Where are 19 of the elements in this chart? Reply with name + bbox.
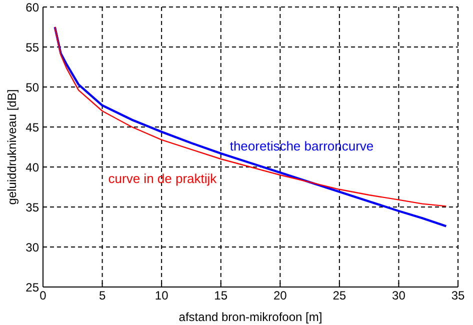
y-tick-label: 35 [26, 200, 40, 214]
y-tick-label: 60 [26, 0, 40, 14]
x-tick-label: 10 [154, 288, 169, 303]
series-label: curve in de praktijk [108, 171, 218, 186]
x-tick-label: 25 [332, 288, 346, 303]
series-label: theoretische barroncurve [230, 138, 374, 154]
x-axis-title: afstand bron-mikrofoon [m] [178, 310, 322, 324]
x-tick-label: 35 [451, 288, 465, 303]
y-tick-label: 55 [26, 40, 40, 54]
y-tick-label: 50 [26, 80, 40, 94]
x-tick-label: 5 [98, 288, 106, 303]
y-tick-label: 45 [26, 120, 40, 134]
x-tick-label: 30 [392, 288, 406, 303]
x-tick-label: 0 [40, 288, 47, 303]
y-tick-label: 30 [26, 240, 40, 254]
x-tick-label: 20 [273, 288, 288, 303]
y-axis-title: geluiddrukniveau [dB] [5, 89, 19, 205]
y-tick-label: 40 [26, 160, 40, 174]
x-tick-label: 15 [214, 288, 228, 303]
